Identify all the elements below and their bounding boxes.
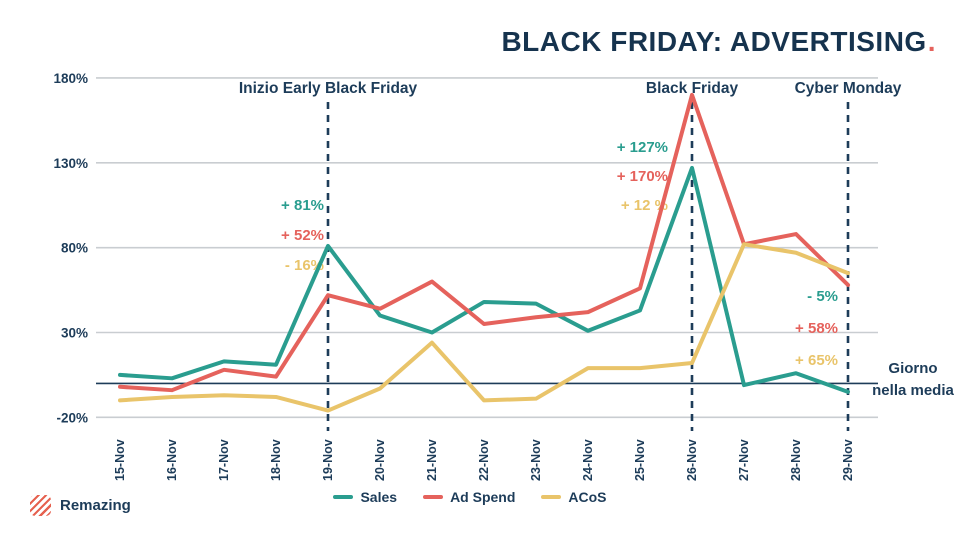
legend-swatch-sales bbox=[333, 495, 354, 499]
x-tick-label-27-nov: 27-Nov bbox=[737, 439, 751, 481]
x-tick-label-29-nov: 29-Nov bbox=[841, 439, 855, 481]
annotation-26-nov-ad-spend: + 170% bbox=[617, 168, 668, 185]
y-tick-label--20: -20% bbox=[56, 410, 88, 425]
x-tick-label-22-nov: 22-Nov bbox=[477, 439, 491, 481]
page-title: BLACK FRIDAY: ADVERTISING. bbox=[501, 26, 936, 58]
x-tick-label-26-nov: 26-Nov bbox=[685, 439, 699, 481]
brand-logo: Remazing bbox=[30, 495, 131, 516]
legend-label-acos: ACoS bbox=[568, 489, 607, 505]
legend-item-sales: Sales bbox=[333, 489, 397, 505]
baseline-note-line2: nella media bbox=[872, 381, 954, 399]
series-line-acos bbox=[118, 242, 850, 413]
x-tick-label-18-nov: 18-Nov bbox=[269, 439, 283, 481]
legend-item-ad-spend: Ad Spend bbox=[423, 489, 515, 505]
x-tick-label-16-nov: 16-Nov bbox=[165, 439, 179, 481]
annotation-26-nov-acos: + 12 % bbox=[621, 197, 668, 214]
brand-stripes-icon bbox=[30, 495, 51, 516]
legend-swatch-acos bbox=[541, 495, 562, 499]
x-tick-label-21-nov: 21-Nov bbox=[425, 439, 439, 481]
page-title-text: BLACK FRIDAY: ADVERTISING bbox=[501, 26, 927, 57]
legend-item-acos: ACoS bbox=[541, 489, 607, 505]
legend-label-sales: Sales bbox=[360, 489, 398, 505]
event-label-cyber-monday: Cyber Monday bbox=[795, 80, 902, 97]
baseline-note: Giorno nella media bbox=[866, 358, 960, 402]
series-line-sales bbox=[118, 165, 850, 394]
legend-label-ad-spend: Ad Spend bbox=[450, 489, 516, 505]
x-tick-label-17-nov: 17-Nov bbox=[217, 439, 231, 481]
annotation-26-nov-sales: + 127% bbox=[617, 139, 668, 156]
event-label-inizio-early-black-friday: Inizio Early Black Friday bbox=[239, 80, 418, 97]
x-tick-label-25-nov: 25-Nov bbox=[633, 439, 647, 481]
series-line-ad-spend bbox=[118, 92, 850, 393]
y-tick-label-180: 180% bbox=[53, 71, 88, 86]
brand-name: Remazing bbox=[60, 497, 131, 514]
legend-swatch-ad-spend bbox=[423, 495, 444, 499]
page-title-accent-dot: . bbox=[927, 26, 936, 57]
x-tick-label-15-nov: 15-Nov bbox=[113, 439, 127, 481]
annotation-19-nov-ad-spend: + 52% bbox=[281, 227, 324, 244]
event-label-black-friday: Black Friday bbox=[646, 80, 739, 97]
annotation-29-nov-acos: + 65% bbox=[795, 352, 838, 369]
y-tick-label-80: 80% bbox=[61, 241, 88, 256]
annotation-19-nov-sales: + 81% bbox=[281, 197, 324, 214]
x-tick-label-19-nov: 19-Nov bbox=[321, 439, 335, 481]
baseline-note-line1: Giorno bbox=[888, 360, 938, 377]
x-tick-label-20-nov: 20-Nov bbox=[373, 439, 387, 481]
annotation-19-nov-acos: - 16% bbox=[285, 257, 324, 274]
y-tick-label-30: 30% bbox=[61, 325, 88, 340]
chart-legend: Sales Ad Spend ACoS bbox=[0, 489, 940, 505]
y-tick-label-130: 130% bbox=[53, 156, 88, 171]
annotation-29-nov-ad-spend: + 58% bbox=[795, 320, 838, 337]
annotation-29-nov-sales: - 5% bbox=[807, 288, 838, 305]
x-tick-label-28-nov: 28-Nov bbox=[789, 439, 803, 481]
x-tick-label-23-nov: 23-Nov bbox=[529, 439, 543, 481]
x-tick-label-24-nov: 24-Nov bbox=[581, 439, 595, 481]
